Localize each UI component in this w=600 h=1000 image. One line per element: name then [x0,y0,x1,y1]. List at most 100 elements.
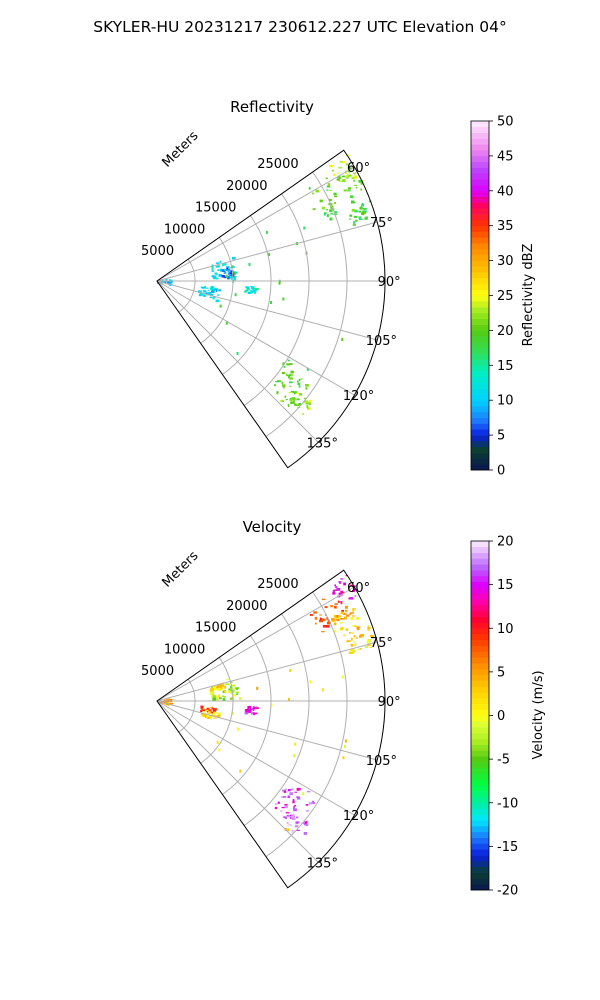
echo-gate [209,693,212,695]
echo-gate [306,403,308,405]
echo-gate [352,650,356,653]
echo-gate [292,799,295,802]
colorbar-swatch [471,400,489,407]
echo-gate [334,589,338,591]
echo-gate [221,276,225,278]
echo-gate [334,584,336,587]
echo-gate [206,708,210,710]
echo-gate [218,748,221,752]
echo-gate [219,687,224,689]
echo-gate [287,828,290,832]
colorbar-swatch [471,855,489,862]
echo-gate [170,282,173,284]
echo-gate [322,624,326,628]
echo-gate [217,712,221,716]
echo-gate [235,693,239,695]
echo-gate [353,175,357,178]
azimuth-gridline [156,166,355,282]
echo-gate [332,169,334,172]
echo-gate [306,791,311,793]
echo-gate [340,627,344,630]
echo-gate [360,182,364,185]
echo-gate [340,166,343,169]
colorbar-swatch [471,843,489,850]
echo-gate [251,712,254,715]
echo-gate [289,381,293,384]
colorbar-swatch [471,599,489,606]
echo-gate [329,198,332,202]
echo-region [283,808,311,835]
echo-gate [290,788,294,791]
echo-gate [212,715,216,717]
echo-gate [230,688,232,690]
echo-gate [218,275,221,277]
echo-gate [346,640,349,643]
echo-gate [215,262,220,264]
echo-gate [202,290,207,293]
echo-gate [353,221,356,224]
colorbar-swatch [471,738,489,745]
echo-gate [248,263,251,266]
colorbar-swatch [471,126,489,133]
colorbar-swatch [471,651,489,658]
echo-gate [354,210,359,213]
echo-gate [347,174,351,177]
echo-gate [219,304,222,308]
echo-gate [300,378,303,380]
echo-gate [235,687,239,689]
echo-gate [299,393,302,396]
echo-gate [349,649,353,652]
echo-gate [353,635,356,638]
echo-gate [296,787,300,791]
colorbar-tick-label: 5 [497,429,505,444]
echo-gate [215,278,219,280]
echo-gate [321,206,326,210]
echo-gate [221,269,225,272]
echo-gate [205,709,209,711]
echo-gate [294,824,299,828]
colorbar-swatch [471,208,489,215]
echo-gate [347,167,352,170]
reflectivity-grid [156,149,386,469]
echo-gate [327,183,330,186]
echo-gate [362,208,367,210]
echo-gate [212,695,216,698]
echo-gate [296,398,300,401]
echo-gate [356,627,360,631]
echo-gate [349,214,352,217]
echo-gate [315,622,317,625]
velocity-colorbar: Velocity (m/s) -20 -15 -10 -5 0 5 10 15 20 [470,535,546,899]
echo-gate [294,791,297,793]
colorbar-swatch [471,639,489,646]
range-ring [200,657,234,764]
echo-gate [319,199,323,203]
echo-gate [346,640,351,642]
echo-gate [226,268,229,271]
echo-gate [254,291,256,294]
echo-gate [274,384,276,387]
echo-gate [211,288,216,292]
echo-gate [294,804,297,807]
colorbar-swatch [471,138,489,145]
echo-gate [202,709,206,712]
range-ring [222,635,272,795]
echo-gate [223,272,225,274]
figure-title: SKYLER-HU 20231217 230612.227 UTC Elevat… [93,18,507,36]
echo-gate [345,575,348,577]
echo-gate [342,179,346,183]
colorbar-tick-label: -5 [497,753,510,768]
velocity-panel: Velocity 5000 10000 15000 20000 25000 60° 75° 9… [141,518,401,889]
range-tick-label: 25000 [257,157,298,172]
colorbar-tick-label: 30 [497,254,514,269]
echo-gate [344,744,346,748]
echo-gate [304,400,308,403]
colorbar-tick-label: 40 [497,184,514,199]
echo-gate [305,401,309,405]
echo-gate [252,706,255,708]
echo-gate [330,605,333,608]
colorbar-swatch [471,173,489,180]
echo-gate [225,268,228,271]
echo-gate [343,582,347,586]
